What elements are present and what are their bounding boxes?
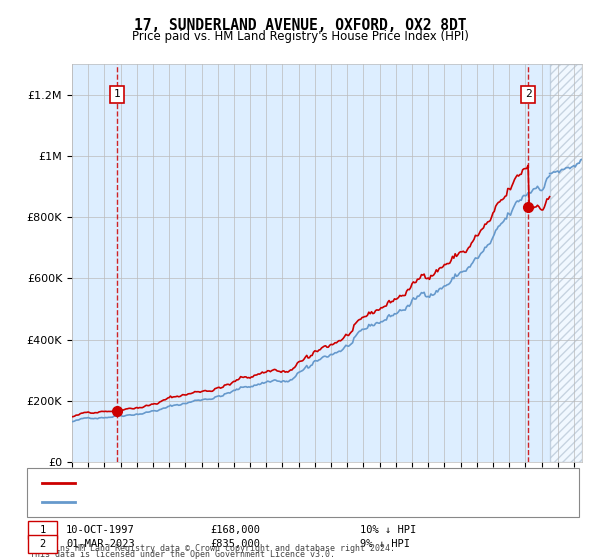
- Text: 17, SUNDERLAND AVENUE, OXFORD, OX2 8DT: 17, SUNDERLAND AVENUE, OXFORD, OX2 8DT: [134, 18, 466, 33]
- Text: 9% ↓ HPI: 9% ↓ HPI: [360, 539, 410, 549]
- Text: HPI: Average price, detached house, Oxford: HPI: Average price, detached house, Oxfo…: [81, 497, 328, 507]
- Text: 01-MAR-2023: 01-MAR-2023: [66, 539, 135, 549]
- Text: Contains HM Land Registry data © Crown copyright and database right 2024.: Contains HM Land Registry data © Crown c…: [30, 544, 395, 553]
- Text: £835,000: £835,000: [210, 539, 260, 549]
- Bar: [550, 64, 582, 462]
- Text: This data is licensed under the Open Government Licence v3.0.: This data is licensed under the Open Gov…: [30, 550, 335, 559]
- Text: 1: 1: [113, 89, 121, 99]
- Text: 10% ↓ HPI: 10% ↓ HPI: [360, 525, 416, 535]
- Text: £168,000: £168,000: [210, 525, 260, 535]
- Text: 2: 2: [525, 89, 532, 99]
- Text: 17, SUNDERLAND AVENUE, OXFORD, OX2 8DT (detached house): 17, SUNDERLAND AVENUE, OXFORD, OX2 8DT (…: [81, 478, 404, 488]
- Text: 10-OCT-1997: 10-OCT-1997: [66, 525, 135, 535]
- Text: 1: 1: [40, 525, 46, 535]
- Text: 2: 2: [40, 539, 46, 549]
- Text: Price paid vs. HM Land Registry's House Price Index (HPI): Price paid vs. HM Land Registry's House …: [131, 30, 469, 43]
